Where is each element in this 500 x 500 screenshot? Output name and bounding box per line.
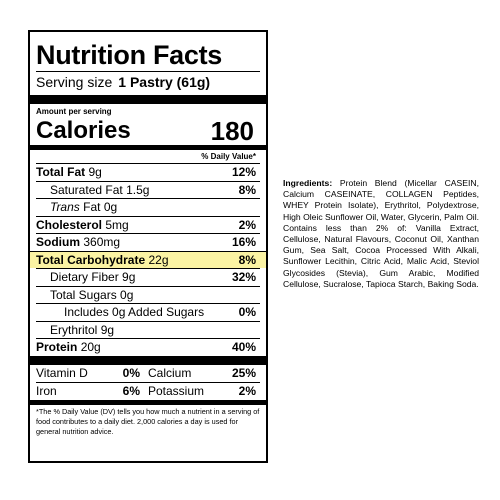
nutrient-name: Cholesterol	[36, 217, 103, 232]
nutrient-amount: 0g	[120, 287, 134, 302]
vitamin-row: Iron 6% Potassium 2%	[36, 381, 260, 400]
mineral-name: Potassium	[148, 383, 205, 398]
nutrient-amount: Fat 0g	[83, 200, 118, 214]
nutrient-row-trans-fat: Trans Fat 0g	[36, 198, 260, 216]
title-divider	[36, 71, 260, 72]
nutrient-amount: 20g	[80, 340, 101, 354]
vitamin-dv: 0%	[122, 365, 140, 380]
nutrient-dv: 8%	[238, 182, 256, 197]
nutrient-amount: 9g	[88, 165, 102, 179]
nutrient-name: Total Sugars	[50, 287, 117, 302]
daily-value-footnote: *The % Daily Value (DV) tells you how mu…	[36, 406, 260, 436]
nutrient-amount: 9g	[122, 270, 136, 284]
nutrient-name: Includes 0g Added Sugars	[64, 305, 205, 319]
nutrition-facts-label: Nutrition Facts Serving size 1 Pastry (6…	[28, 30, 268, 463]
vitamin-row: Vitamin D 0% Calcium 25%	[36, 365, 260, 382]
calories-value: 180	[210, 116, 254, 146]
nutrient-row-total-carbohydrate: Total Carbohydrate 22g 8%	[30, 250, 266, 268]
nutrient-name: Total Carbohydrate	[36, 252, 146, 267]
daily-value-header: % Daily Value*	[201, 152, 256, 161]
nutrient-dv: 16%	[231, 235, 256, 249]
nutrient-row-total-fat: Total Fat 9g 12%	[36, 163, 260, 181]
nutrient-name: Dietary Fiber	[50, 270, 119, 284]
nutrient-amount: 1.5g	[126, 182, 150, 197]
ingredients-text: Protein Blend (Micellar CASEIN, Calcium …	[283, 178, 479, 289]
label-title: Nutrition Facts	[36, 40, 223, 70]
nutrient-amount: 9g	[100, 322, 115, 337]
serving-size-row: Serving size 1 Pastry (61g)	[36, 72, 260, 93]
mineral-dv: 2%	[238, 383, 256, 398]
medium-divider	[30, 145, 266, 150]
vitamin-name: Iron	[36, 383, 57, 398]
ingredients-heading: Ingredients:	[283, 178, 333, 188]
nutrient-dv: 12%	[231, 165, 256, 179]
nutrient-name: Protein	[36, 340, 78, 354]
nutrient-row-added-sugars: Includes 0g Added Sugars 0%	[36, 303, 260, 321]
nutrient-row-saturated-fat: Saturated Fat 1.5g 8%	[36, 180, 260, 199]
vitamin-name: Vitamin D	[36, 365, 88, 380]
calories-label: Calories	[36, 117, 131, 144]
nutrient-amount: 5mg	[105, 217, 129, 232]
nutrient-dv: 40%	[231, 340, 256, 354]
nutrient-name: Trans	[50, 200, 80, 214]
calories-row: Calories 180	[36, 117, 260, 145]
heavy-divider	[30, 95, 266, 104]
nutrient-dv: 0%	[238, 305, 256, 319]
nutrient-row-cholesterol: Cholesterol 5mg 2%	[36, 215, 260, 234]
ingredients-block: Ingredients: Protein Blend (Micellar CAS…	[283, 178, 479, 290]
mineral-name: Calcium	[148, 365, 192, 380]
nutrient-name: Sodium	[36, 235, 80, 249]
nutrient-dv: 2%	[238, 217, 256, 232]
nutrient-name: Saturated Fat	[50, 182, 123, 197]
nutrient-amount: 22g	[148, 252, 169, 267]
nutrient-row-sodium: Sodium 360mg 16%	[36, 233, 260, 251]
vitamin-dv: 6%	[122, 383, 140, 398]
nutrient-name: Total Fat	[36, 165, 86, 179]
nutrient-dv: 8%	[238, 252, 256, 267]
serving-size-label: Serving size	[36, 74, 113, 90]
mineral-dv: 25%	[231, 365, 256, 380]
serving-size-value: 1 Pastry (61g)	[118, 74, 211, 90]
nutrient-row-dietary-fiber: Dietary Fiber 9g 32%	[36, 268, 260, 286]
nutrient-row-erythritol: Erythritol 9g	[36, 320, 260, 339]
nutrient-name: Erythritol	[50, 322, 98, 337]
nutrient-amount: 360mg	[83, 235, 121, 249]
amount-per-serving: Amount per serving	[36, 107, 112, 116]
medium-divider	[30, 399, 266, 405]
nutrient-row-protein: Protein 20g 40%	[36, 338, 260, 356]
nutrient-dv: 32%	[231, 270, 256, 284]
nutrient-row-total-sugars: Total Sugars 0g	[36, 285, 260, 304]
heavy-divider	[30, 355, 266, 365]
